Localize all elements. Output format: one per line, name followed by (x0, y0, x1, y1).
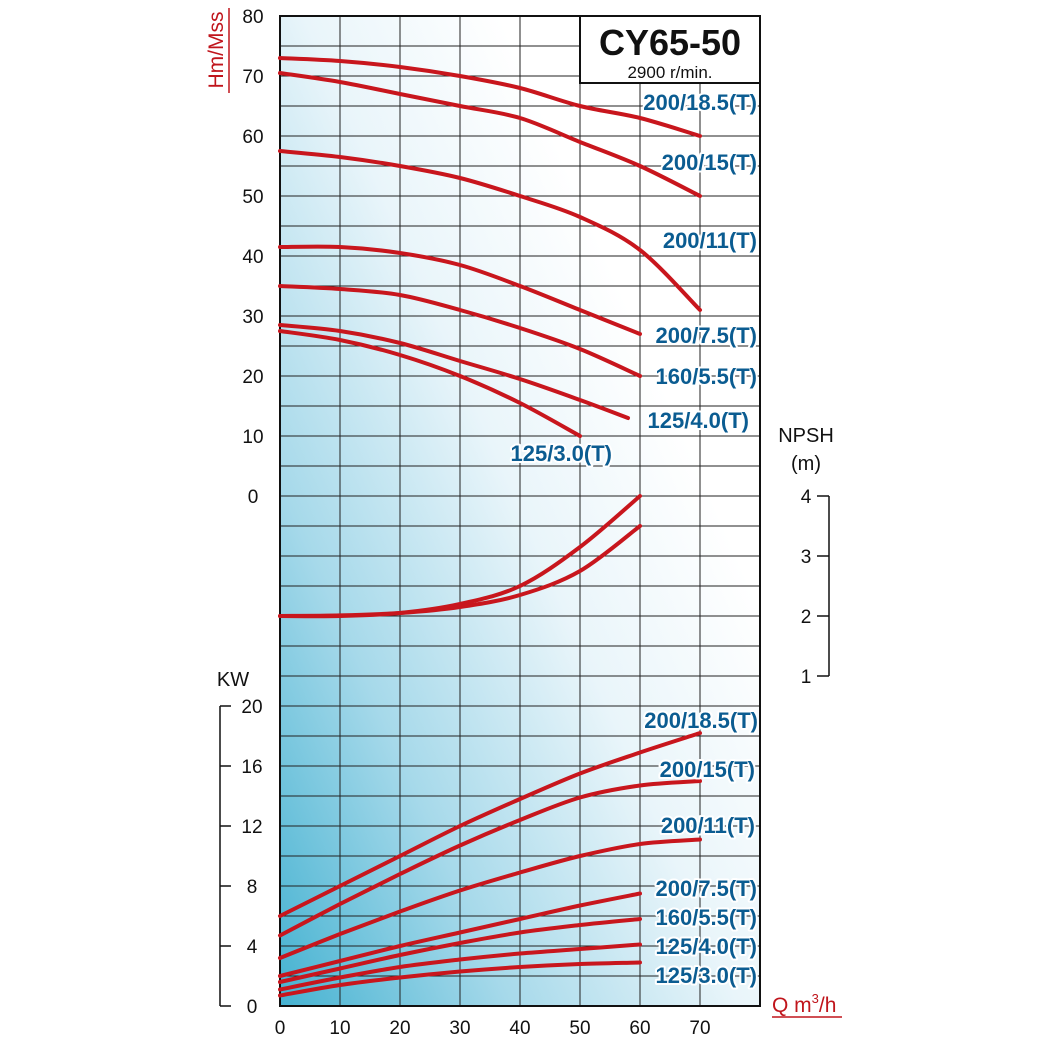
power-axis-title: KW (217, 669, 249, 691)
npsh-tick-label: 4 (801, 487, 812, 508)
head-curve-200-18-5-t (278, 56, 702, 138)
npsh-tick-label: 2 (801, 607, 812, 628)
x-tick-label: 40 (509, 1018, 530, 1039)
head-curve-125-3-0-t (278, 329, 582, 438)
head-label-200-15-t: 200/15(T) (662, 150, 757, 175)
power-label-200-15-t: 200/15(T) (660, 757, 755, 782)
curve-labels: 200/18.5(T) 200/15(T) 200/11(T) 200/7.5(T) 1… (509, 88, 761, 990)
power-label-160-5-5-t: 160/5.5(T) (656, 905, 758, 930)
head-label-200-18-5-t: 200/18.5(T) (643, 90, 757, 115)
head-curve-200-7-5-t (278, 244, 642, 336)
power-curve-200-7-5-t (278, 891, 642, 978)
head-tick-label: 70 (242, 67, 263, 88)
x-tick-label: 70 (689, 1018, 710, 1039)
head-tick-label: 80 (242, 7, 263, 28)
npsh-curve-2 (278, 494, 642, 619)
power-curve-160-5-5-t (278, 917, 642, 984)
head-curve-125-4-0-t (278, 323, 630, 420)
x-tick-label: 30 (449, 1018, 470, 1039)
power-tick-label: 8 (247, 877, 258, 898)
power-tick-label: 0 (247, 997, 258, 1018)
x-tick-label: 10 (329, 1018, 350, 1039)
npsh-tick-label: 1 (801, 667, 812, 688)
head-tick-label: 50 (242, 187, 263, 208)
head-curve-200-15-t (278, 71, 702, 198)
x-axis-title-sup: 3 (812, 991, 819, 1006)
head-label-200-7-5-t: 200/7.5(T) (656, 323, 758, 348)
power-curve-125-3-0-t (278, 960, 642, 998)
power-label-200-18-5-t: 200/18.5(T) (644, 708, 758, 733)
title-box-frame (579, 15, 761, 84)
power-curve-200-15-t (278, 779, 702, 938)
power-tick-label: 16 (241, 757, 262, 778)
chart-subtitle: 2900 r/min. (627, 63, 712, 82)
head-tick-label: 0 (248, 487, 259, 508)
head-tick-label: 10 (242, 427, 263, 448)
head-tick-label: 30 (242, 307, 263, 328)
x-tick-label: 20 (389, 1018, 410, 1039)
npsh-axis-title-line2: (m) (791, 453, 821, 475)
plot-frame (279, 15, 761, 1007)
power-curve-125-4-0-t (278, 942, 642, 992)
power-curve-200-18-5-t (278, 731, 702, 918)
power-tick-label: 4 (247, 937, 258, 958)
x-tick-label: 60 (629, 1018, 650, 1039)
head-label-125-4-0-t: 125/4.0(T) (648, 408, 750, 433)
head-label-160-5-5-t: 160/5.5(T) (656, 364, 758, 389)
power-curve-200-11-t (278, 837, 702, 960)
head-curve-200-11-t (278, 149, 702, 312)
x-axis-title: Q m3/h (772, 991, 836, 1017)
head-label-200-11-t: 200/11(T) (663, 228, 757, 253)
chart-title: CY65-50 (599, 22, 741, 63)
x-tick-label: 50 (569, 1018, 590, 1039)
power-label-200-7-5-t: 200/7.5(T) (656, 876, 758, 901)
grid (280, 16, 760, 1006)
head-tick-label: 60 (242, 127, 263, 148)
power-label-125-3-0-t: 125/3.0(T) (656, 963, 758, 988)
head-label-125-3-0-t: 125/3.0(T) (511, 441, 613, 466)
curves (278, 56, 702, 998)
npsh-tick-label: 3 (801, 547, 812, 568)
power-tick-label: 12 (241, 817, 262, 838)
head-axis-title: Hm/Mss (205, 12, 228, 89)
power-tick-label: 20 (241, 697, 262, 718)
head-tick-label: 20 (242, 367, 263, 388)
npsh-axis-title-line1: NPSH (778, 425, 834, 447)
head-curve-160-5-5-t (278, 284, 642, 378)
power-label-200-11-t: 200/11(T) (661, 813, 755, 838)
head-tick-label: 40 (242, 247, 263, 268)
x-axis-title-tail: /h (819, 994, 837, 1017)
power-label-125-4-0-t: 125/4.0(T) (656, 934, 758, 959)
title-box: CY65-50 2900 r/min. (579, 15, 761, 84)
x-axis-title-main: Q m (772, 994, 812, 1017)
x-tick-label: 0 (275, 1018, 286, 1039)
